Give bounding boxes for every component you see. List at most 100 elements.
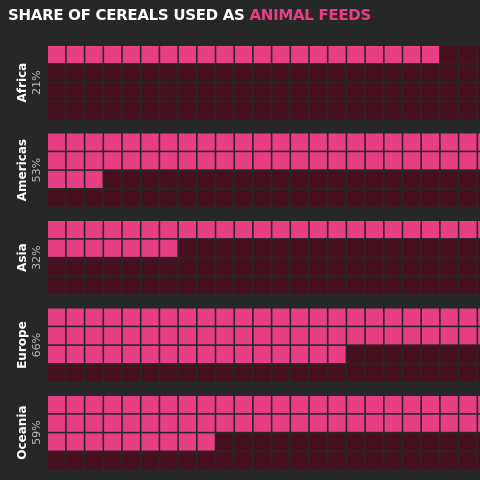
waffle-cell-empty bbox=[309, 452, 327, 470]
waffle-cell-filled bbox=[291, 308, 309, 326]
waffle-cell-filled bbox=[347, 396, 365, 414]
waffle-cell-empty bbox=[422, 364, 440, 382]
waffle-cell-filled bbox=[235, 133, 253, 151]
waffle-cell-filled bbox=[48, 239, 66, 257]
waffle-cell-filled bbox=[365, 221, 383, 239]
waffle-cell-empty bbox=[235, 277, 253, 295]
waffle-cell-empty bbox=[365, 102, 383, 120]
waffle-cell-empty bbox=[440, 277, 458, 295]
waffle-cell-empty bbox=[216, 277, 234, 295]
waffle-cell-empty bbox=[309, 239, 327, 257]
waffle-cell-empty bbox=[365, 258, 383, 276]
waffle-cell-empty bbox=[272, 189, 290, 207]
waffle-cell-filled bbox=[141, 152, 159, 170]
waffle-cell-empty bbox=[459, 102, 477, 120]
waffle-cell-empty bbox=[197, 364, 215, 382]
waffle-cell-filled bbox=[66, 396, 84, 414]
waffle-cell-filled bbox=[104, 433, 122, 451]
waffle-cell-empty bbox=[235, 364, 253, 382]
waffle-cell-filled bbox=[422, 308, 440, 326]
waffle-cell-filled bbox=[347, 308, 365, 326]
waffle-cell-filled bbox=[104, 221, 122, 239]
waffle-cell-filled bbox=[48, 46, 66, 64]
waffle-cell-empty bbox=[85, 83, 103, 101]
waffle-cell-empty bbox=[178, 83, 196, 101]
waffle-cell-empty bbox=[122, 102, 140, 120]
waffle-cell-empty bbox=[440, 364, 458, 382]
waffle-cell-filled bbox=[309, 396, 327, 414]
waffle-cell-empty bbox=[403, 64, 421, 82]
waffle-cell-filled bbox=[160, 396, 178, 414]
waffle-cell-filled bbox=[85, 345, 103, 363]
waffle-cell-empty bbox=[422, 277, 440, 295]
waffle-cell-empty bbox=[422, 345, 440, 363]
waffle-cell-empty bbox=[478, 277, 480, 295]
waffle-cell-empty bbox=[459, 170, 477, 188]
waffle-cell-filled bbox=[48, 221, 66, 239]
waffle-cell-filled bbox=[291, 327, 309, 345]
chart-title-prefix: SHARE OF CEREALS USED AS bbox=[8, 6, 250, 24]
waffle-cell-filled bbox=[459, 133, 477, 151]
waffle-cell-empty bbox=[104, 83, 122, 101]
waffle-cell-empty bbox=[384, 239, 402, 257]
waffle-cell-filled bbox=[66, 308, 84, 326]
waffle-cell-filled bbox=[309, 327, 327, 345]
waffle-cell-empty bbox=[403, 170, 421, 188]
region-panel-oceania: Oceania 59% bbox=[15, 396, 480, 470]
waffle-cell-empty bbox=[235, 189, 253, 207]
waffle-cell-empty bbox=[85, 64, 103, 82]
waffle-cell-empty bbox=[440, 189, 458, 207]
waffle-cell-empty bbox=[122, 452, 140, 470]
waffle-cell-empty bbox=[197, 239, 215, 257]
region-value-label: 32% bbox=[30, 245, 43, 269]
waffle-cell-filled bbox=[478, 221, 480, 239]
waffle-cell-empty bbox=[85, 258, 103, 276]
waffle-cell-empty bbox=[384, 83, 402, 101]
waffle-cell-empty bbox=[403, 239, 421, 257]
waffle-cell-empty bbox=[459, 452, 477, 470]
waffle-cell-filled bbox=[422, 152, 440, 170]
waffle-cell-empty bbox=[291, 258, 309, 276]
waffle-cell-filled bbox=[85, 46, 103, 64]
waffle-cell-empty bbox=[216, 364, 234, 382]
waffle-cell-filled bbox=[478, 133, 480, 151]
waffle-cell-filled bbox=[422, 221, 440, 239]
waffle-cell-filled bbox=[178, 308, 196, 326]
waffle-cell-filled bbox=[291, 46, 309, 64]
waffle-cell-empty bbox=[178, 277, 196, 295]
waffle-cell-empty bbox=[122, 189, 140, 207]
waffle-cell-filled bbox=[216, 152, 234, 170]
waffle-cell-filled bbox=[478, 414, 480, 432]
waffle-cell-empty bbox=[347, 170, 365, 188]
waffle-cell-filled bbox=[291, 152, 309, 170]
waffle-cell-empty bbox=[253, 64, 271, 82]
waffle-cell-filled bbox=[85, 327, 103, 345]
waffle-cell-filled bbox=[403, 327, 421, 345]
waffle-cell-empty bbox=[347, 189, 365, 207]
waffle-cell-filled bbox=[440, 133, 458, 151]
waffle-cell-empty bbox=[291, 239, 309, 257]
waffle-cell-filled bbox=[122, 133, 140, 151]
waffle-cell-empty bbox=[104, 277, 122, 295]
waffle-cell-empty bbox=[478, 239, 480, 257]
waffle-cell-filled bbox=[178, 221, 196, 239]
waffle-cell-empty bbox=[122, 64, 140, 82]
waffle-cell-filled bbox=[48, 327, 66, 345]
waffle-cell-filled bbox=[253, 396, 271, 414]
waffle-cell-empty bbox=[197, 277, 215, 295]
waffle-cell-empty bbox=[104, 258, 122, 276]
region-value-label: 66% bbox=[30, 333, 43, 357]
waffle-cell-filled bbox=[384, 396, 402, 414]
waffle-cell-empty bbox=[104, 364, 122, 382]
waffle-cell-empty bbox=[178, 452, 196, 470]
waffle-cell-empty bbox=[104, 64, 122, 82]
waffle-cell-empty bbox=[216, 102, 234, 120]
waffle-cell-empty bbox=[253, 277, 271, 295]
waffle-cell-filled bbox=[365, 152, 383, 170]
waffle-cell-empty bbox=[291, 83, 309, 101]
waffle-cell-empty bbox=[328, 239, 346, 257]
waffle-cell-empty bbox=[291, 452, 309, 470]
waffle-cell-empty bbox=[478, 364, 480, 382]
region-panel-americas: Americas 53% bbox=[15, 133, 480, 207]
waffle-cell-filled bbox=[253, 308, 271, 326]
